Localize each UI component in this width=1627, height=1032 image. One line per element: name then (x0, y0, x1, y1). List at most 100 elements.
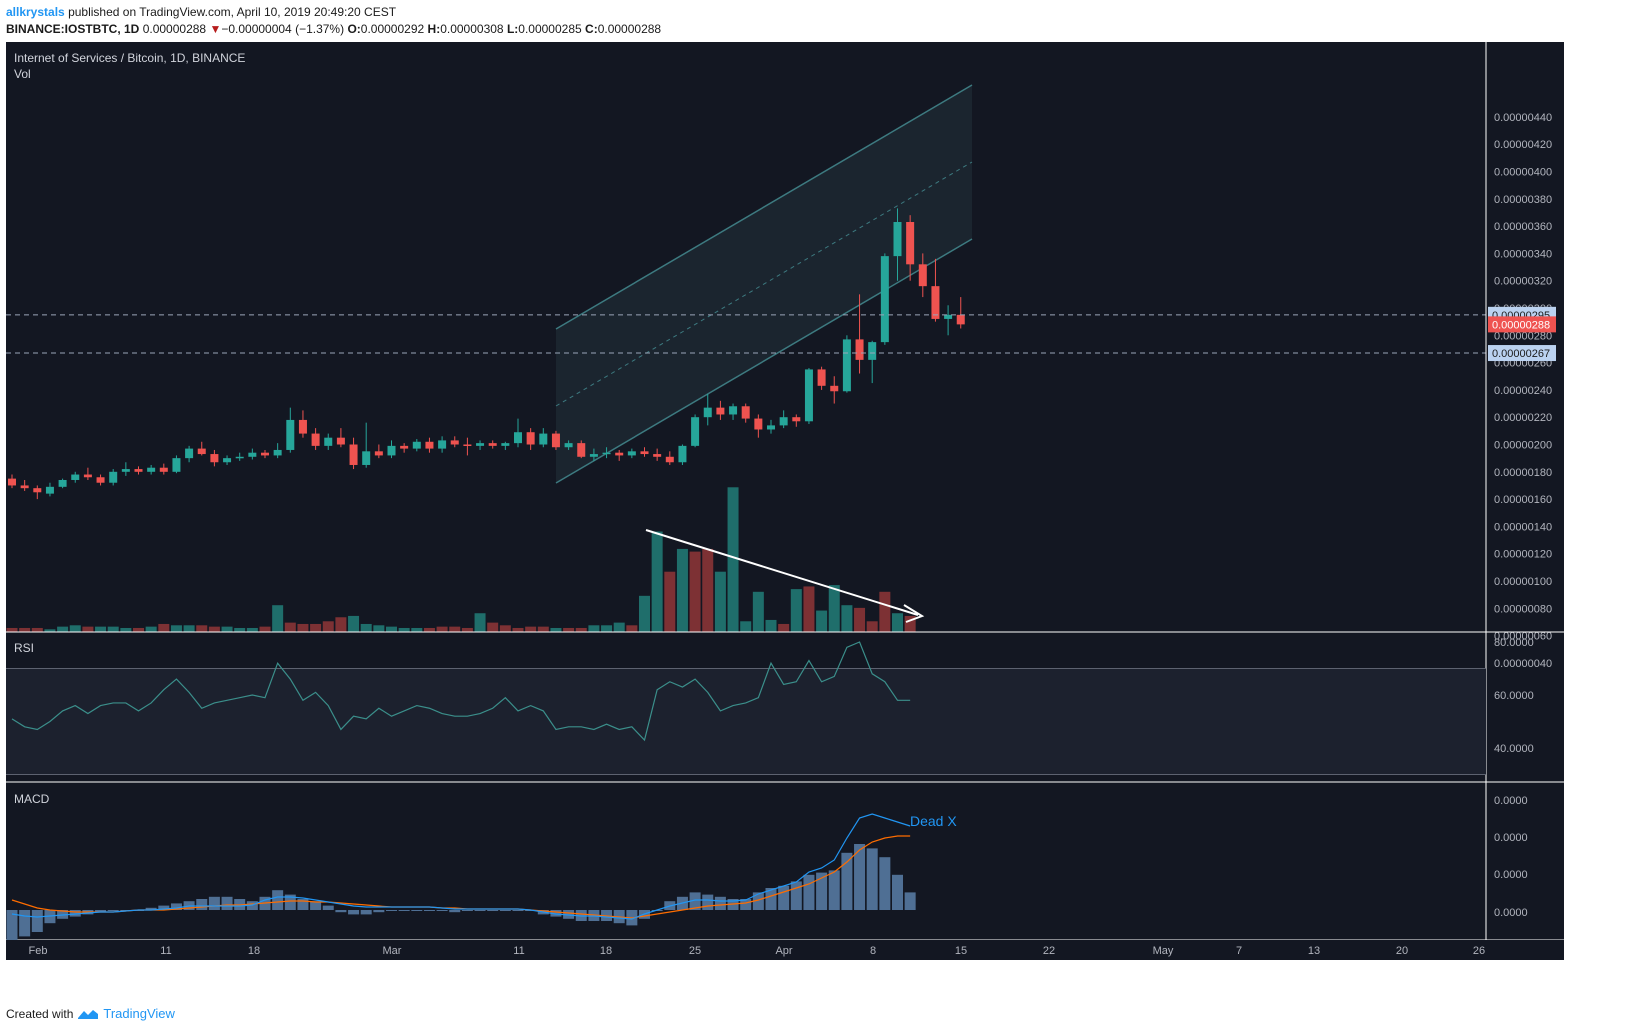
volume-bar (740, 621, 752, 632)
candle-body (842, 339, 851, 392)
macd-axis-label: 0.0000 (1494, 795, 1528, 807)
arrowhead-icon (903, 604, 925, 623)
volume-bar (120, 627, 132, 632)
macd-histogram-bar (297, 899, 309, 910)
volume-bar (57, 626, 69, 632)
candle (602, 447, 611, 459)
candle (880, 253, 889, 345)
candle (893, 208, 902, 281)
macd-histogram-bar (740, 899, 752, 910)
time-axis-label: 11 (160, 945, 171, 957)
volume-bar (322, 621, 334, 632)
candle-body (235, 456, 244, 459)
macd-histogram-bar (752, 892, 764, 910)
candle (223, 455, 232, 465)
candle-body (387, 445, 396, 456)
pane-title-rsi: RSI (14, 641, 34, 655)
price-axis-label: 0.00000320 (1494, 276, 1552, 288)
pane-title-main: Internet of Services / Bitcoin, 1D, BINA… (14, 51, 245, 65)
candle-body (792, 417, 801, 422)
candle-body (400, 445, 409, 449)
candle-body (336, 437, 345, 445)
volume-bar (133, 627, 144, 632)
time-axis-label: Feb (29, 945, 48, 957)
tradingview-brand[interactable]: TradingView (103, 1006, 175, 1021)
macd-histogram-bar (904, 892, 916, 910)
candle (944, 305, 953, 336)
candle (551, 430, 560, 450)
close-label: C: (585, 22, 598, 36)
author-username[interactable]: allkrystals (6, 5, 65, 19)
candle-body (931, 286, 940, 319)
candle-body (488, 443, 497, 446)
candle-body (147, 467, 156, 472)
macd-line (11, 813, 911, 920)
candle (210, 449, 219, 467)
volume-bar (702, 548, 714, 632)
volume-bar (790, 589, 802, 632)
chart-container[interactable]: 0.00000440 0.00000420 0.00000400 0.00000380… (6, 42, 1626, 1002)
macd-histogram-bar (854, 844, 866, 910)
macd-histogram-bar (689, 892, 701, 910)
candle-body (830, 385, 839, 392)
macd-histogram-bar (778, 885, 790, 910)
volume-bar (82, 626, 94, 632)
macd-histogram-bar (803, 874, 815, 910)
candle (8, 474, 16, 489)
candle-body (703, 407, 712, 418)
candle (804, 368, 813, 425)
candle (450, 436, 459, 448)
volume-bar (158, 623, 170, 632)
candle (956, 297, 965, 329)
macd-histogram-bar (386, 910, 397, 911)
macd-histogram-bar (221, 896, 233, 910)
candle-body (868, 342, 877, 360)
candle-body (362, 451, 371, 465)
volume-bar (386, 626, 397, 632)
candle-body (817, 369, 826, 386)
candle (235, 452, 244, 461)
candle (83, 467, 92, 480)
volume-bar (575, 627, 587, 632)
candle-body (463, 444, 472, 446)
chart-canvas[interactable]: 0.00000440 0.00000420 0.00000400 0.00000380… (6, 42, 1626, 1002)
volume-bar (348, 615, 360, 632)
time-axis-label: 22 (1043, 945, 1055, 957)
volume-bar (588, 625, 600, 632)
candle-body (640, 451, 649, 455)
time-axis-label: 26 (1473, 945, 1485, 957)
macd-histogram-bar (284, 894, 296, 910)
macd-histogram-bar (550, 910, 562, 917)
candle (96, 474, 105, 486)
low-value: 0.00000285 (518, 22, 582, 36)
candle (501, 441, 510, 450)
candle (615, 449, 624, 461)
candle (539, 428, 548, 448)
volume-bar (19, 627, 31, 632)
candle-body (121, 469, 130, 472)
volume-bar (866, 621, 878, 632)
time-axis-label: 25 (689, 945, 701, 957)
volume-bar (676, 548, 688, 632)
candle (20, 479, 29, 491)
candle-body (589, 454, 598, 457)
volume-bar (373, 625, 385, 632)
candle-body (729, 406, 738, 415)
time-axis-background (6, 940, 1564, 960)
price-axis-label: 0.00000080 (1494, 603, 1552, 615)
macd-histogram-bar (310, 901, 322, 910)
candle-body (767, 425, 775, 430)
time-axis-label: 8 (870, 945, 876, 957)
candle-body (172, 458, 181, 472)
macd-histogram-bar (95, 910, 107, 913)
macd-histogram-bar (436, 910, 448, 911)
candle (147, 464, 156, 475)
volume-bar (208, 626, 220, 632)
volume-bar (803, 586, 815, 632)
time-axis-label: 13 (1308, 945, 1320, 957)
footer: Created with TradingView (6, 1006, 175, 1021)
candle (514, 418, 522, 448)
volume-bar (892, 613, 903, 632)
volume-bar (499, 625, 511, 632)
volume-bar (689, 551, 701, 632)
